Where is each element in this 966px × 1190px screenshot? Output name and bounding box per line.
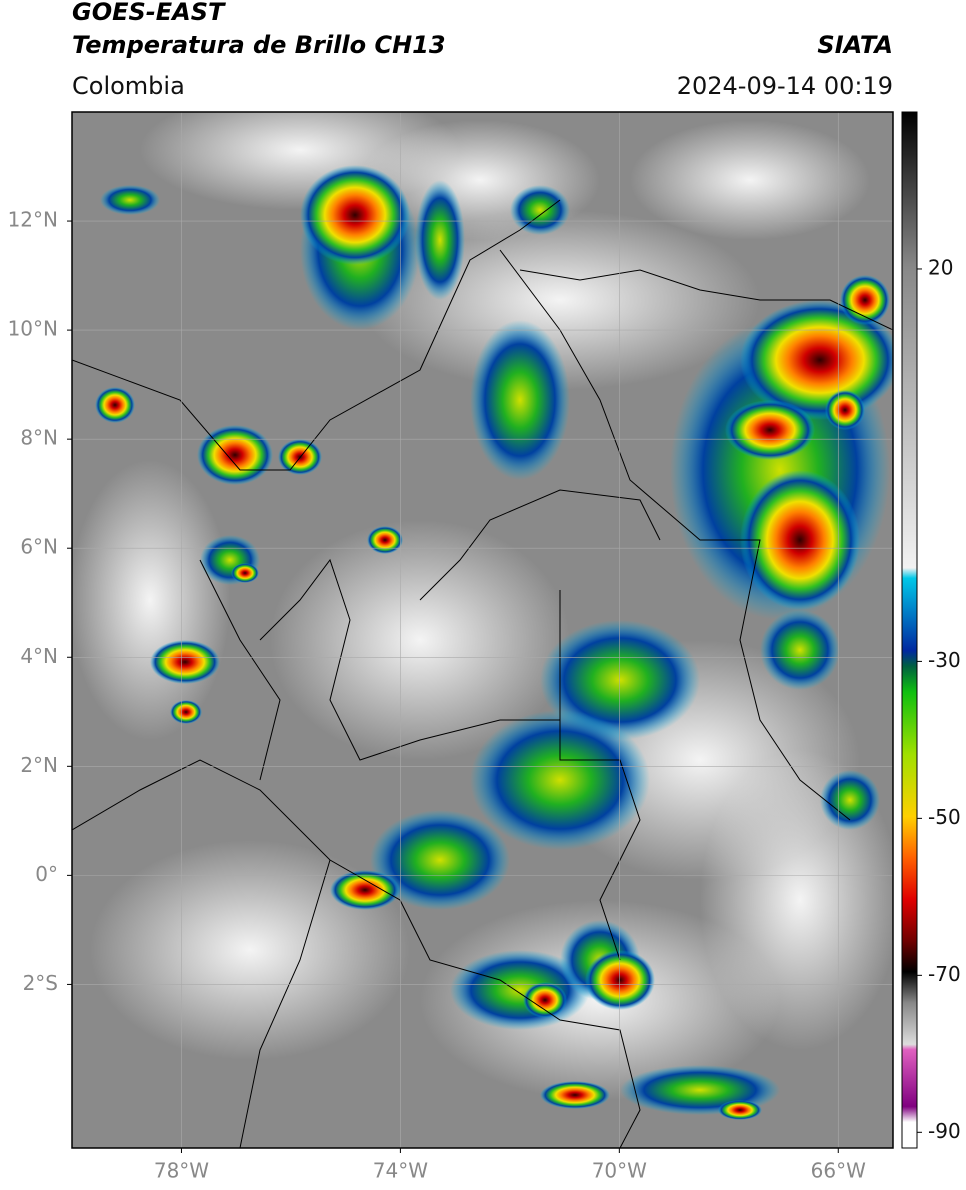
cloud-top [510,185,570,235]
storm-cell [523,982,567,1018]
border [499,249,851,821]
border [259,558,560,761]
region: Colombia [72,72,185,100]
colorbar-tick-label: -90 [928,1119,961,1143]
storm-cell [825,390,865,430]
x-tick-label: 78°W [154,1159,209,1183]
colorbar-tick-label: -30 [928,648,961,672]
x-tick-label: 70°W [592,1159,647,1183]
cloud [90,840,410,1060]
storm-cell [367,526,403,554]
storm-cell [197,425,273,485]
border [519,269,893,331]
datetime: 2024-09-14 00:19 [677,72,893,100]
y-tick-label: 2°N [20,753,58,777]
cloud-top [470,320,570,480]
cloud-top [415,180,465,300]
border [199,559,281,781]
cloud-top [540,620,700,740]
colorbar-tick-label: -50 [928,805,961,829]
cloud [630,120,870,240]
storm-cell [231,563,259,583]
y-tick-label: 10°N [8,317,58,341]
y-tick-label: 4°N [20,644,58,668]
colorbar-tick-label: -70 [928,962,961,986]
y-tick-label: 8°N [20,426,58,450]
border [239,859,331,1148]
storm-cell [725,400,815,460]
source: SIATA [817,31,893,59]
storm-cell [95,387,135,423]
colorbar [901,111,918,1149]
cloud-top [370,810,510,910]
storm-cell [150,640,220,684]
storm-cell [170,700,202,724]
border [559,590,641,961]
y-tick-label: 6°N [20,535,58,559]
x-tick-label: 66°W [811,1159,866,1183]
subtitle: Temperatura de Brillo CH13 [72,31,446,59]
cloud-top [470,710,650,850]
storm-cell [330,870,400,910]
cloud-top [100,185,160,215]
map [72,112,893,1148]
border [419,489,661,601]
colorbar-tick-label: 20 [928,255,953,279]
cloud-top [820,770,880,830]
map-frame [71,111,894,1149]
storm-cell [540,1081,610,1109]
storm-cell [718,1100,762,1120]
storm-cell [585,950,655,1010]
storm-cell [740,470,860,610]
x-tick-label: 74°W [373,1159,428,1183]
cloud-top [760,610,840,690]
border [72,199,561,471]
cloud [72,460,230,740]
storm-cell [300,165,410,265]
y-tick-label: 2°S [23,971,58,995]
y-tick-label: 12°N [8,208,58,232]
y-tick-label: 0° [35,862,58,886]
border [72,759,641,1148]
storm-cell [840,275,890,325]
title: GOES-EAST [72,0,226,26]
cloud [270,520,570,760]
